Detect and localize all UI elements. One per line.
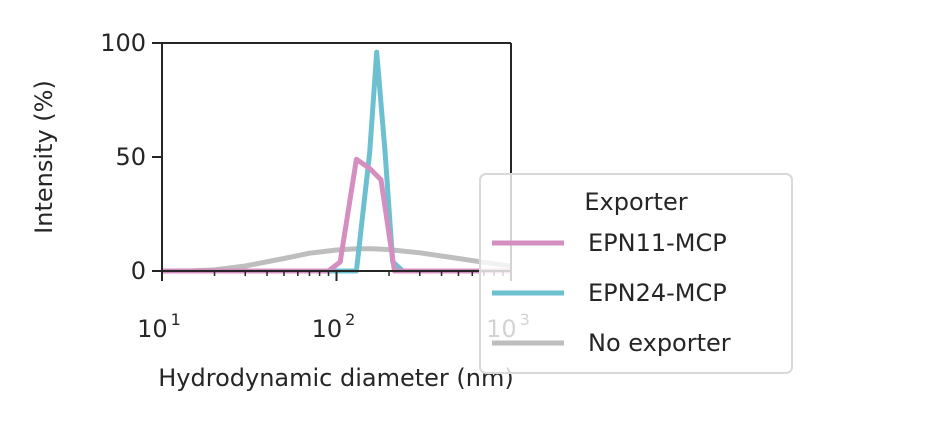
- axes-layer: 050100101102103Hydrodynamic diameter (nm…: [30, 29, 530, 392]
- y-tick-label: 0: [131, 257, 146, 285]
- y-axis-label: Intensity (%): [30, 80, 58, 234]
- legend-frame: [479, 173, 793, 374]
- y-tick-label: 100: [100, 29, 146, 57]
- x-axis-label: Hydrodynamic diameter (nm): [158, 364, 513, 392]
- legend-label: No exporter: [588, 329, 731, 357]
- series-line-epn24-mcp: [162, 49, 511, 274]
- x-tick-label: 10 2: [312, 310, 356, 343]
- legend-label: EPN11-MCP: [588, 229, 727, 257]
- series-line-epn11-mcp: [162, 156, 511, 274]
- series-layer: [161, 49, 512, 274]
- legend: Exporter EPN11-MCP EPN24-MCP No exporter: [479, 173, 793, 374]
- legend-label: EPN24-MCP: [588, 279, 727, 307]
- x-tick-label: 10 1: [137, 310, 181, 343]
- y-tick-label: 50: [115, 143, 146, 171]
- legend-title: Exporter: [584, 188, 687, 216]
